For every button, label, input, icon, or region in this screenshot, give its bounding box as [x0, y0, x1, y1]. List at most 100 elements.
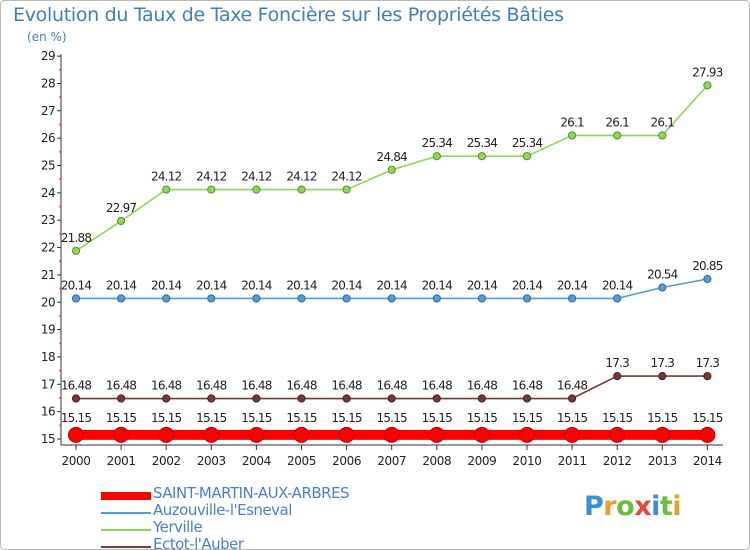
data-label: 16.48: [422, 379, 453, 393]
x-tick-label: 2008: [422, 454, 451, 468]
data-label: 21.88: [61, 231, 92, 245]
data-point: [658, 131, 667, 140]
legend-label: Yerville: [153, 518, 203, 536]
data-label: 20.14: [331, 278, 362, 292]
data-point: [658, 371, 667, 381]
y-tick-label: 21: [41, 268, 55, 282]
logo-letter: P: [584, 491, 604, 522]
data-point: [432, 294, 441, 303]
data-label: 20.14: [286, 278, 317, 292]
data-point: [207, 394, 216, 403]
y-tick-label: 15: [41, 432, 55, 446]
data-point: [342, 185, 351, 194]
x-tick-label: 2014: [693, 454, 722, 468]
y-tick-label: 26: [41, 131, 55, 145]
x-tick-label: 2012: [603, 454, 632, 468]
data-label: 15.15: [106, 411, 137, 425]
series-auzouville-l-esneval: 20.14 20.14 20.14 20.14 20.14 20.14 20.14 20.14…: [61, 259, 724, 303]
x-tick-label: 2007: [377, 454, 406, 468]
data-label: 15.15: [512, 411, 543, 425]
data-point: [568, 394, 577, 403]
data-point: [477, 394, 486, 403]
data-label: 16.48: [241, 379, 272, 393]
data-point: [342, 394, 351, 403]
x-tick-label: 2006: [332, 454, 361, 468]
data-label: 20.54: [647, 267, 678, 281]
series-ectot-l-auber: 16.48 16.48 16.48 16.48 16.48 16.48 16.48 16.48…: [61, 356, 720, 403]
data-label: 15.15: [196, 411, 227, 425]
data-label: 20.14: [151, 278, 182, 292]
x-tick-label: 2011: [558, 454, 587, 468]
data-point: [248, 426, 265, 443]
axes-group: 15 16 17 18 19 20 21 22 23 24 25 26 27 28 29 2000 2001 20…: [41, 49, 723, 468]
data-label: 26.1: [605, 115, 629, 129]
series-saint-martin-aux-arbres: 15.15 15.15 15.15 15.15 15.15 15.15 15.15 15.15…: [61, 411, 724, 443]
data-point: [252, 185, 261, 194]
data-label: 26.1: [560, 115, 584, 129]
y-tick-label: 16: [41, 405, 55, 419]
data-label: 15.15: [331, 411, 362, 425]
y-tick-label: 23: [41, 213, 55, 227]
y-tick-label: 17: [41, 377, 55, 391]
x-tick-label: 2005: [287, 454, 316, 468]
legend-swatch: [101, 492, 151, 500]
data-label: 17.3: [696, 356, 720, 370]
data-label: 15.15: [422, 411, 453, 425]
data-point: [613, 294, 622, 303]
y-minor-tick: [59, 260, 62, 263]
data-label: 22.97: [106, 201, 137, 215]
data-point: [252, 294, 261, 303]
y-tick-label: 24: [41, 186, 55, 200]
data-label: 15.15: [602, 411, 633, 425]
y-tick-label: 25: [41, 159, 55, 173]
data-point: [522, 152, 532, 161]
data-label: 15.15: [467, 411, 498, 425]
y-minor-tick: [59, 342, 62, 345]
logo-letter: o: [616, 491, 635, 522]
data-label: 15.15: [647, 411, 678, 425]
x-tick-label: 2009: [467, 454, 496, 468]
data-label: 24.84: [377, 150, 408, 164]
data-point: [658, 283, 667, 292]
data-label: 16.48: [61, 379, 92, 393]
series-yerville: 21.88 22.97 24.12 24.12 24.12 24.12 24.12 24.84…: [61, 65, 724, 255]
y-tick-label: 29: [41, 49, 55, 63]
data-point: [568, 294, 577, 303]
data-point: [207, 185, 216, 194]
data-point: [162, 185, 171, 194]
data-label: 24.12: [241, 170, 272, 184]
data-point: [522, 294, 532, 303]
x-tick-label: 2002: [152, 454, 181, 468]
data-label: 15.15: [61, 411, 92, 425]
x-tick-label: 2000: [62, 454, 91, 468]
data-point: [162, 294, 171, 303]
y-tick-label: 19: [41, 323, 55, 337]
data-label: 20.14: [602, 278, 633, 292]
legend-label: SAINT-MARTIN-AUX-ARBRES: [153, 484, 350, 502]
y-minor-tick: [59, 232, 62, 235]
data-label: 20.14: [512, 278, 543, 292]
data-label: 20.14: [106, 278, 137, 292]
logo-letter: t: [659, 491, 673, 522]
data-point: [342, 294, 351, 303]
data-point: [71, 294, 81, 303]
y-minor-tick: [59, 205, 62, 208]
data-point: [477, 294, 486, 303]
data-point: [477, 152, 486, 161]
legend-swatch: [101, 546, 151, 548]
data-point: [297, 294, 306, 303]
data-point: [71, 246, 81, 255]
y-minor-tick: [59, 369, 62, 372]
data-label: 16.48: [151, 379, 182, 393]
data-label: 20.14: [196, 278, 227, 292]
data-label: 16.48: [331, 379, 362, 393]
data-point: [117, 216, 126, 226]
logo-letter: i: [651, 491, 660, 522]
proxiti-logo: Proxiti: [584, 491, 682, 522]
data-label: 20.14: [61, 278, 92, 292]
data-point: [522, 394, 532, 403]
data-label: 24.12: [331, 170, 362, 184]
data-point: [613, 371, 622, 381]
data-label: 15.15: [557, 411, 588, 425]
